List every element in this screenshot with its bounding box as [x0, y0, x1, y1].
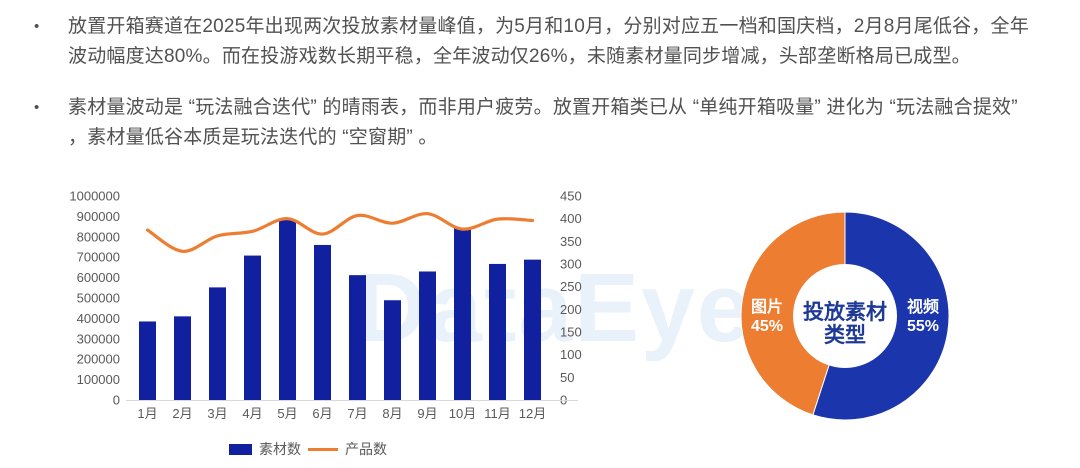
- bar-7月: [349, 275, 366, 400]
- bar-5月: [279, 219, 296, 400]
- bar-2月: [174, 316, 191, 400]
- donut-center-title-line2: 类型: [824, 324, 866, 347]
- product-count-line: [145, 212, 535, 253]
- bar-3月: [209, 287, 226, 400]
- bar-8月: [384, 300, 401, 400]
- x-axis-label: 2月: [172, 406, 192, 421]
- left-axis-tick: 300000: [77, 331, 120, 346]
- donut-slice-图片: [740, 211, 846, 416]
- bar-9月: [419, 271, 436, 400]
- right-axis-tick: 50: [560, 370, 574, 385]
- right-axis-tick: 300: [560, 257, 582, 272]
- chart-legend: 素材数 产品数: [28, 441, 588, 457]
- legend-label-bar: 素材数: [259, 441, 301, 457]
- bullet-list: 放置开箱赛道在2025年出现两次投放素材量峰值，为5月和10月，分别对应五一档和…: [28, 12, 1032, 174]
- left-axis-tick: 200000: [77, 352, 120, 367]
- bullet-item: 素材量波动是 “玩法融合迭代” 的晴雨表，而非用户疲劳。放置开箱类已从 “单纯开…: [28, 93, 1032, 153]
- bullet-dot: [28, 12, 68, 72]
- x-axis-label: 10月: [449, 406, 476, 421]
- left-axis-tick: 500000: [77, 291, 120, 306]
- slice-value-视频: 55%: [907, 318, 939, 335]
- right-axis-tick: 400: [560, 211, 582, 226]
- bar-12月: [524, 259, 541, 400]
- donut-hole: [793, 264, 897, 368]
- x-axis-label: 9月: [417, 406, 437, 421]
- bar-line-chart-svg: 0 100000 200000 300000 400000 500000 600000 700…: [69, 189, 582, 422]
- left-axis-tick: 800000: [77, 229, 120, 244]
- right-axis-tick: 200: [560, 302, 582, 317]
- left-axis-tick: 1000000: [69, 189, 120, 204]
- legend-swatch-line: [308, 447, 338, 451]
- x-axis-label: 1月: [137, 406, 157, 421]
- left-axis-tick: 900000: [77, 209, 120, 224]
- bullet-text-1: 放置开箱赛道在2025年出现两次投放素材量峰值，为5月和10月，分别对应五一档和…: [68, 16, 1029, 67]
- right-axis-tick: 350: [560, 234, 582, 249]
- x-axis-label: 11月: [484, 406, 511, 421]
- slice-label-图片: 图片: [751, 297, 783, 316]
- right-axis-tick: 100: [560, 347, 582, 362]
- right-axis-tick: 250: [560, 279, 582, 294]
- x-axis-label: 3月: [207, 406, 227, 421]
- donut-center-title-line1: 投放素材: [803, 300, 887, 324]
- bar-1月: [139, 321, 156, 400]
- bar-11月: [489, 263, 506, 400]
- bullet-text-2: 素材量波动是 “玩法融合迭代” 的晴雨表，而非用户疲劳。放置开箱类已从 “单纯开…: [68, 97, 1018, 148]
- bar-6月: [314, 244, 331, 400]
- slice-label-视频: 视频: [907, 297, 939, 316]
- legend-swatch-bar: [229, 443, 252, 455]
- x-axis-label: 4月: [242, 406, 262, 421]
- right-axis-tick: 150: [560, 325, 582, 340]
- legend-label-line: 产品数: [345, 441, 387, 457]
- x-axis-label: 12月: [519, 406, 546, 421]
- slice-value-图片: 45%: [751, 318, 783, 335]
- right-axis-tick: 450: [560, 189, 582, 204]
- left-axis-tick: 400000: [77, 311, 120, 326]
- left-axis-tick: 600000: [77, 270, 120, 285]
- material-type-donut: 视频 55% 图片 45% 投放素材 类型: [715, 186, 975, 448]
- bar-4月: [244, 255, 261, 400]
- left-axis-tick: 100000: [77, 372, 120, 387]
- x-axis-label: 6月: [312, 406, 332, 421]
- x-axis-label: 5月: [277, 406, 297, 421]
- x-axis-label: 7月: [347, 406, 367, 421]
- bullet-dot: [28, 93, 68, 153]
- left-axis-tick: 700000: [77, 250, 120, 265]
- bar-10月: [454, 227, 471, 400]
- left-axis-tick: 0: [113, 393, 120, 408]
- x-axis-label: 8月: [382, 406, 402, 421]
- bullet-item: 放置开箱赛道在2025年出现两次投放素材量峰值，为5月和10月，分别对应五一档和…: [28, 12, 1032, 72]
- material-trend-chart: 0 100000 200000 300000 400000 500000 600000 700…: [28, 182, 588, 426]
